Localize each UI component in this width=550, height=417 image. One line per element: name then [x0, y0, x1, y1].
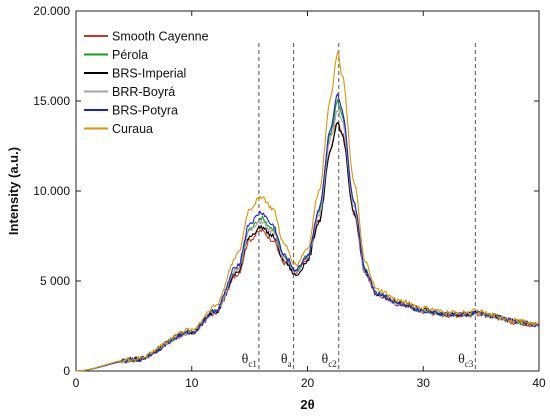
- y-tick-label: 15.000: [33, 94, 70, 108]
- x-tick-label: 30: [417, 376, 431, 390]
- plot-area: [75, 10, 540, 372]
- series-line-1: [76, 98, 540, 372]
- x-tick-label: 10: [185, 376, 199, 390]
- x-tick-label: 0: [73, 376, 80, 390]
- y-tick-label: 0: [63, 364, 70, 378]
- plot-frame: [75, 10, 540, 372]
- reference-lines: [258, 43, 476, 371]
- y-tick-label: 5 000: [40, 274, 70, 288]
- legend: Smooth Cayenne Pérola BRS-Imperial BRR-Boyr…: [84, 30, 209, 136]
- annotation-symbol: θ: [242, 352, 249, 367]
- series-line-2: [76, 122, 540, 372]
- legend-label: Curaua: [112, 122, 153, 136]
- annotation-subscript: a: [288, 359, 292, 369]
- angle-annotation: θc3: [458, 352, 474, 369]
- legend-label: Smooth Cayenne: [112, 30, 209, 44]
- annotation-symbol: θ: [458, 352, 465, 367]
- annotation-symbol: θ: [322, 352, 329, 367]
- angle-annotation: θa: [281, 352, 292, 369]
- y-tick-label: 10.000: [33, 184, 70, 198]
- x-tick-label: 20: [301, 376, 315, 390]
- series-line-0: [76, 121, 540, 372]
- annotation-symbol: θ: [281, 352, 288, 367]
- series-line-3: [76, 109, 540, 372]
- x-tick-label: 40: [532, 376, 546, 390]
- x-axis-ticks: 0 10 20 30 40: [73, 11, 546, 390]
- y-axis-ticks: 0 5 000 10.000 15.000 20.000: [33, 4, 539, 378]
- annotation-subscript: c2: [328, 359, 337, 369]
- angle-annotation: θc2: [322, 352, 337, 369]
- series-line-5: [76, 51, 540, 372]
- legend-label: BRS-Imperial: [112, 67, 186, 81]
- annotation-subscript: c3: [465, 359, 474, 369]
- x-axis-title: 2θ: [300, 397, 314, 412]
- legend-label: BRR-Boyrá: [112, 85, 175, 99]
- annotation-subscript: c1: [248, 359, 257, 369]
- legend-label: BRS-Potyra: [112, 104, 178, 118]
- legend-label: Pérola: [112, 48, 148, 62]
- y-tick-label: 20.000: [33, 4, 70, 18]
- angle-annotations: θc1 θa θc2 θc3: [242, 352, 474, 369]
- angle-annotation: θc1: [242, 352, 257, 369]
- y-axis-title: Intensity (a.u.): [6, 147, 21, 235]
- series-group: [76, 51, 540, 372]
